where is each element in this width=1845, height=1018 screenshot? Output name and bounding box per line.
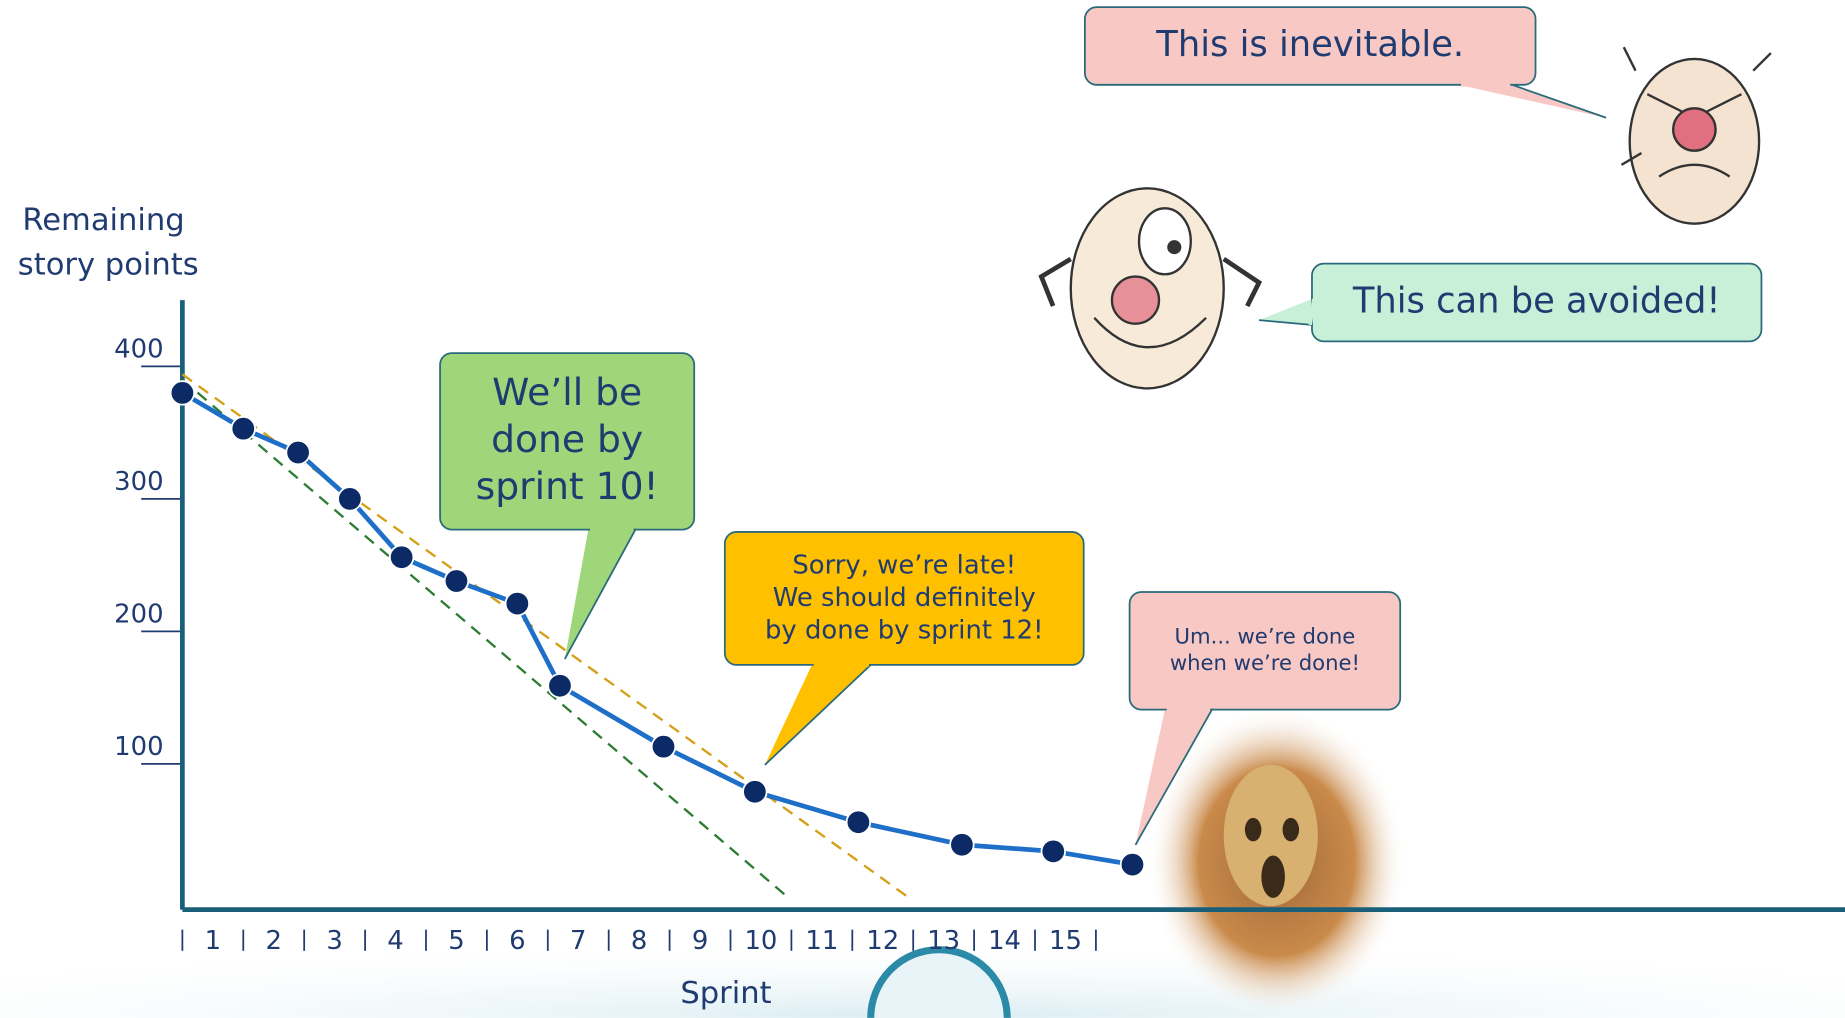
- point: [1121, 853, 1145, 877]
- y-tick-label: 400: [114, 334, 163, 364]
- x-tick-label: 5: [448, 926, 464, 956]
- point: [445, 569, 469, 593]
- callout: Sorry, we’re late!We should definitelyby…: [725, 532, 1084, 765]
- smiling-face: [1041, 188, 1259, 388]
- callout: This can be avoided!: [1259, 264, 1761, 342]
- point: [232, 417, 256, 441]
- angry-face: [1621, 47, 1770, 223]
- point: [950, 833, 974, 857]
- x-axis-label: Sprint: [680, 976, 771, 1011]
- point: [171, 381, 195, 405]
- point: [548, 674, 572, 698]
- y-axis-label: story points: [18, 248, 199, 283]
- point: [743, 780, 767, 804]
- x-tick-label: 9: [692, 926, 708, 956]
- x-tick-label: 15: [1049, 926, 1082, 956]
- point: [1042, 840, 1066, 864]
- point: [338, 487, 362, 511]
- callout-text: This is inevitable.: [1155, 24, 1464, 65]
- callout-tail: [1259, 299, 1312, 325]
- x-tick-label: 8: [631, 926, 647, 956]
- x-tick-label: 10: [744, 926, 777, 956]
- callout-text: Um... we’re done: [1175, 624, 1356, 649]
- x-tick-label: 7: [570, 926, 586, 956]
- x-tick-label: 14: [988, 926, 1021, 956]
- callout-tail: [1459, 85, 1606, 118]
- y-tick-label: 300: [114, 467, 163, 497]
- callout-text: by done by sprint 12!: [765, 615, 1044, 645]
- point: [390, 545, 414, 569]
- x-tick-label: 11: [805, 926, 838, 956]
- point: [847, 810, 871, 834]
- x-tick-label: 13: [927, 926, 960, 956]
- x-tick-label: 3: [326, 926, 342, 956]
- callout-text: done by: [491, 417, 643, 461]
- x-tick-label: 6: [509, 926, 525, 956]
- callout-text: We’ll be: [492, 370, 642, 414]
- page: {"chart_data": { "type": "line", "y_labe…: [0, 0, 1845, 1018]
- y-tick-label: 100: [114, 732, 163, 762]
- point: [286, 441, 310, 465]
- callout-text: This can be avoided!: [1352, 280, 1721, 321]
- y-axis-label: Remaining: [22, 203, 184, 238]
- callout: This is inevitable.: [1085, 7, 1606, 118]
- callout-tail: [765, 665, 871, 765]
- callout-tail: [565, 530, 636, 659]
- callout-text: when we’re done!: [1170, 650, 1360, 675]
- callout-text: We should definitely: [773, 583, 1036, 613]
- x-tick-label: 12: [866, 926, 899, 956]
- callout-text: sprint 10!: [476, 464, 659, 508]
- point: [652, 735, 676, 759]
- y-tick-label: 200: [114, 599, 163, 629]
- callout-text: Sorry, we’re late!: [792, 551, 1016, 581]
- x-tick-label: 2: [266, 926, 282, 956]
- x-tick-label: 4: [387, 926, 403, 956]
- x-tick-label: 1: [205, 926, 221, 956]
- chart: Remaining story points Sprint 100 200 300 4…: [0, 0, 1845, 1018]
- point: [506, 592, 530, 616]
